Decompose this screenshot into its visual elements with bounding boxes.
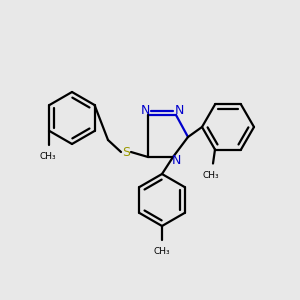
Text: CH₃: CH₃ bbox=[203, 170, 219, 179]
Text: N: N bbox=[140, 104, 150, 118]
Text: CH₃: CH₃ bbox=[39, 152, 56, 161]
Text: N: N bbox=[174, 104, 184, 118]
Text: S: S bbox=[122, 146, 130, 158]
Text: N: N bbox=[171, 154, 181, 167]
Text: CH₃: CH₃ bbox=[154, 247, 170, 256]
